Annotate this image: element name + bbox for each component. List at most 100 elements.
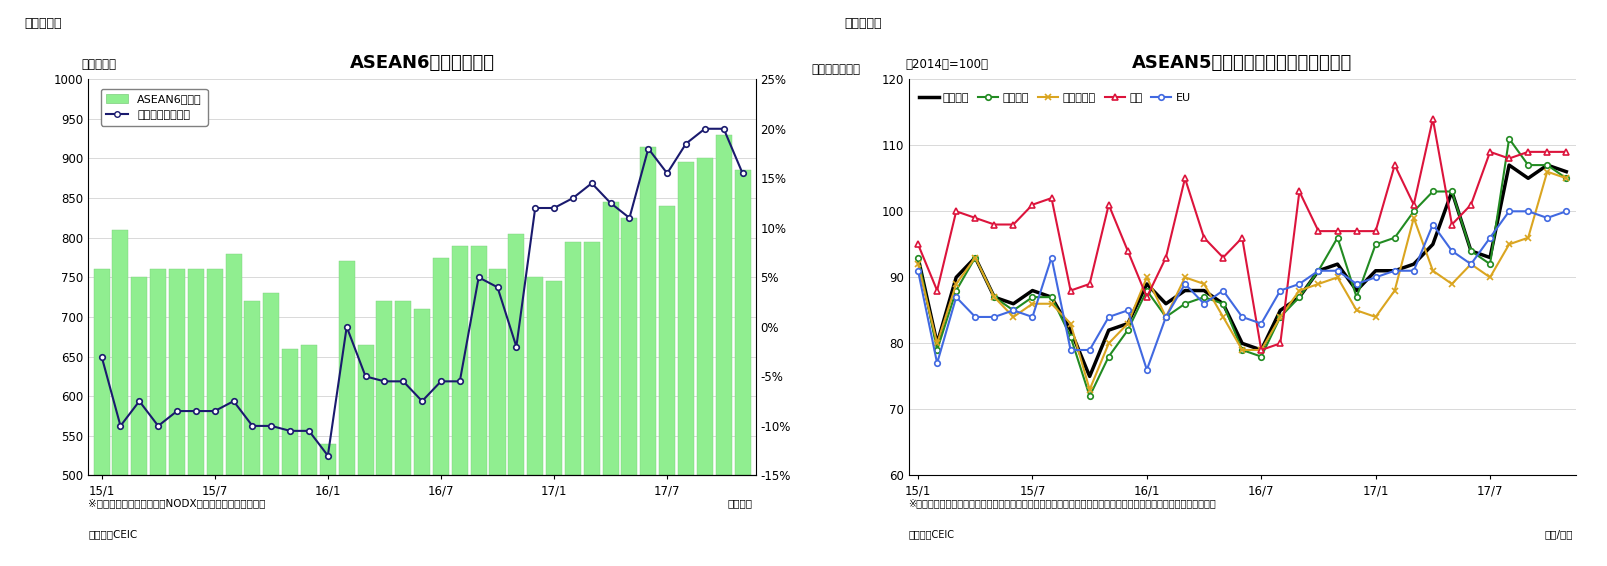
Line: EU: EU — [914, 208, 1568, 372]
北米 — [1308, 228, 1327, 234]
EU — [1080, 346, 1099, 353]
EU — [1250, 320, 1270, 327]
輸出全体 — [947, 274, 966, 281]
輸出全体 — [964, 254, 983, 261]
北米 — [1384, 162, 1403, 169]
東アジア — [1155, 314, 1175, 320]
輸出全体 — [1270, 307, 1289, 314]
東南アジア — [1022, 301, 1041, 307]
Bar — [659, 206, 675, 475]
Bar — [603, 202, 619, 475]
東アジア — [1136, 287, 1155, 294]
輸出全体 — [1517, 175, 1536, 182]
Bar — [678, 162, 694, 475]
Line: 東アジア: 東アジア — [914, 136, 1568, 399]
東南アジア — [947, 281, 966, 288]
Bar — [395, 301, 411, 475]
東アジア — [1231, 346, 1250, 353]
東アジア — [1403, 208, 1422, 215]
輸出全体 — [1098, 327, 1117, 333]
輸出全体 — [1041, 294, 1061, 301]
Bar — [546, 281, 562, 475]
北米 — [1213, 254, 1233, 261]
北米 — [1231, 234, 1250, 241]
東アジア — [1384, 234, 1403, 241]
EU — [1461, 261, 1480, 268]
EU — [1098, 314, 1117, 320]
東南アジア — [1270, 314, 1289, 320]
東南アジア — [964, 254, 983, 261]
東アジア — [1098, 353, 1117, 360]
北米 — [1080, 281, 1099, 288]
北米 — [1347, 228, 1366, 234]
北米 — [1289, 188, 1308, 195]
北米 — [1250, 346, 1270, 353]
Bar — [225, 254, 241, 475]
東南アジア — [1175, 274, 1194, 281]
EU — [1061, 346, 1080, 353]
東南アジア — [1155, 314, 1175, 320]
輸出全体 — [1536, 162, 1556, 169]
輸出全体 — [1136, 281, 1155, 288]
EU — [1366, 274, 1385, 281]
東アジア — [1213, 301, 1233, 307]
EU — [1441, 247, 1461, 254]
東アジア — [1003, 307, 1022, 314]
東南アジア — [1194, 281, 1213, 288]
東南アジア — [1308, 281, 1327, 288]
Bar — [320, 444, 336, 475]
Bar — [281, 349, 297, 475]
北米 — [1461, 201, 1480, 208]
東アジア — [947, 287, 966, 294]
EU — [1175, 281, 1194, 288]
東南アジア — [1231, 346, 1250, 353]
北米 — [1270, 340, 1289, 347]
輸出全体 — [1366, 267, 1385, 274]
東アジア — [1308, 267, 1327, 274]
東南アジア — [1098, 340, 1117, 347]
東南アジア — [908, 261, 927, 268]
輸出全体 — [1213, 301, 1233, 307]
Bar — [583, 242, 599, 475]
Text: （年月）: （年月） — [726, 498, 752, 508]
EU — [1270, 287, 1289, 294]
北米 — [908, 241, 927, 248]
Bar — [169, 269, 185, 475]
北米 — [1498, 155, 1517, 162]
Title: ASEAN5カ国　仕向け地別の輸出動向: ASEAN5カ国 仕向け地別の輸出動向 — [1131, 54, 1351, 72]
Bar — [207, 269, 223, 475]
東南アジア — [1213, 314, 1233, 320]
東南アジア — [1384, 287, 1403, 294]
Bar — [527, 277, 543, 475]
輸出全体 — [1250, 346, 1270, 353]
Text: （億ドル）: （億ドル） — [82, 58, 117, 71]
EU — [964, 314, 983, 320]
Bar — [696, 158, 712, 475]
EU — [1517, 208, 1536, 215]
東アジア — [927, 346, 947, 353]
Bar — [339, 261, 355, 475]
EU — [1308, 267, 1327, 274]
Bar — [244, 301, 260, 475]
EU — [1536, 215, 1556, 221]
東アジア — [1366, 241, 1385, 248]
北米 — [1536, 148, 1556, 155]
北米 — [1061, 287, 1080, 294]
東南アジア — [927, 340, 947, 347]
Bar — [376, 301, 392, 475]
輸出全体 — [1117, 320, 1136, 327]
北米 — [1136, 294, 1155, 301]
北米 — [1480, 148, 1499, 155]
Text: （年/月）: （年/月） — [1543, 529, 1572, 539]
輸出全体 — [1080, 373, 1099, 380]
EU — [983, 314, 1003, 320]
北米 — [1556, 148, 1575, 155]
Text: （資料）CEIC: （資料）CEIC — [908, 529, 955, 539]
北米 — [927, 287, 947, 294]
EU — [1194, 301, 1213, 307]
Bar — [132, 277, 148, 475]
輸出全体 — [1175, 287, 1194, 294]
Y-axis label: （前年同月比）: （前年同月比） — [812, 63, 860, 76]
輸出全体 — [983, 294, 1003, 301]
東南アジア — [1347, 307, 1366, 314]
